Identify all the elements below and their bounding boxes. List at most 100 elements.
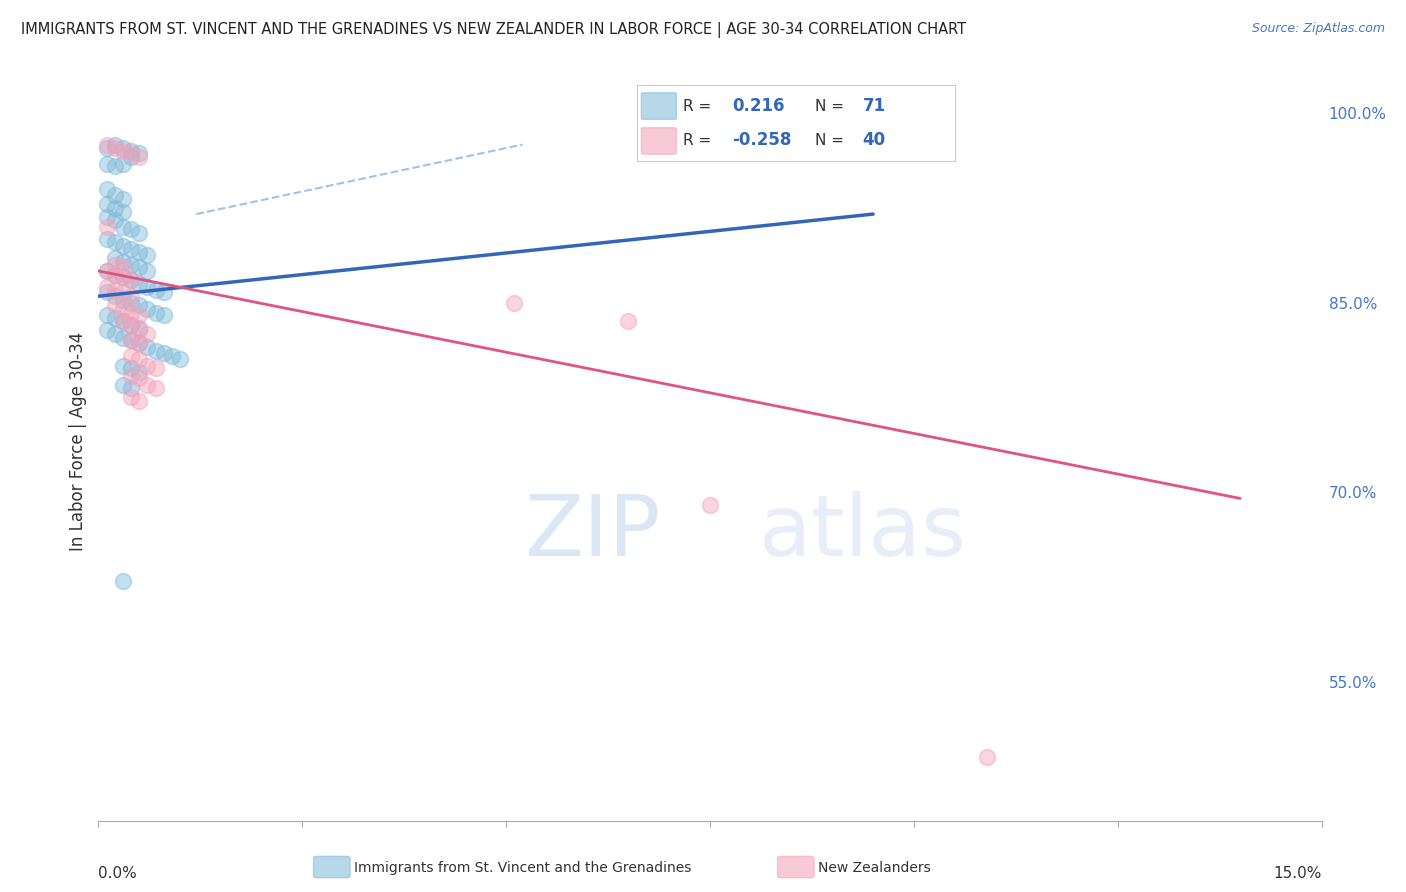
Point [104,141,127,155]
Point [104,213,127,227]
Point [120,146,142,161]
Point [111,314,134,328]
Point [152,308,174,322]
Point [128,336,150,351]
Point [128,226,150,240]
Point [160,349,183,363]
Y-axis label: In Labor Force | Age 30-34: In Labor Force | Age 30-34 [69,332,87,551]
Point [120,243,142,257]
Point [104,289,127,303]
Point [976,750,998,764]
Point [111,192,134,206]
Point [120,289,142,303]
Point [104,159,127,173]
Point [120,334,142,348]
Point [104,310,127,325]
Point [136,377,159,392]
Point [145,382,167,396]
Point [120,150,142,164]
Point [96,280,118,294]
Point [120,382,142,396]
Point [120,295,142,310]
Point [136,280,159,294]
Point [128,298,150,312]
Point [104,201,127,215]
Text: 15.0%: 15.0% [1274,866,1322,881]
Point [617,314,640,328]
Point [128,394,150,409]
Point [111,270,134,285]
Point [136,359,159,373]
Point [120,318,142,333]
Point [111,141,134,155]
Point [136,340,159,354]
Point [111,574,134,588]
Point [111,331,134,345]
Text: New Zealanders: New Zealanders [818,861,931,875]
Point [111,156,134,170]
Point [104,327,127,342]
Point [503,295,526,310]
Point [145,305,167,319]
Point [128,308,150,322]
Point [96,141,118,155]
Point [111,314,134,328]
Point [96,264,118,278]
Text: Source: ZipAtlas.com: Source: ZipAtlas.com [1251,22,1385,36]
Point [120,144,142,158]
Point [128,277,150,291]
Point [120,222,142,236]
Text: Immigrants from St. Vincent and the Grenadines: Immigrants from St. Vincent and the Gren… [354,861,692,875]
Point [104,137,127,152]
Point [96,323,118,337]
Text: 0.0%: 0.0% [98,866,138,881]
Point [145,343,167,358]
Point [96,197,118,211]
Point [96,219,118,234]
Point [96,308,118,322]
Point [120,273,142,287]
Point [96,182,118,196]
Point [111,301,134,316]
Point [111,238,134,252]
Point [128,336,150,351]
Point [96,232,118,246]
Point [104,298,127,312]
Point [111,204,134,219]
Point [104,235,127,249]
Point [104,258,127,272]
Point [128,260,150,275]
Point [136,327,159,342]
Point [111,260,134,275]
Point [120,273,142,287]
Point [111,293,134,307]
Point [128,321,150,335]
Point [111,219,134,234]
Point [128,244,150,259]
Point [128,146,150,161]
Point [96,210,118,224]
Point [169,352,191,367]
Point [96,156,118,170]
Point [104,188,127,202]
Point [128,150,150,164]
Point [136,264,159,278]
Point [699,498,721,512]
Point [104,283,127,297]
Point [120,361,142,376]
Point [111,144,134,158]
Point [111,285,134,300]
Point [111,377,134,392]
Point [120,390,142,404]
Point [111,359,134,373]
Point [104,252,127,266]
Point [111,270,134,285]
Point [120,349,142,363]
Point [136,247,159,261]
Point [111,255,134,269]
Point [96,137,118,152]
Point [128,371,150,385]
Point [96,285,118,300]
Point [96,264,118,278]
Point [104,268,127,282]
